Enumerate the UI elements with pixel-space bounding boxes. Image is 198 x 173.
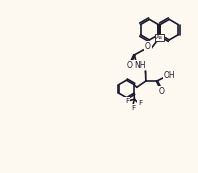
Text: F: F xyxy=(131,105,135,111)
Text: F: F xyxy=(125,98,129,104)
Text: NH: NH xyxy=(134,61,146,70)
Text: As: As xyxy=(156,35,163,40)
Polygon shape xyxy=(145,71,146,81)
Text: O: O xyxy=(127,61,133,70)
Text: O: O xyxy=(158,87,164,96)
Text: O: O xyxy=(145,42,151,51)
Text: F: F xyxy=(138,100,142,106)
Text: OH: OH xyxy=(164,71,175,80)
